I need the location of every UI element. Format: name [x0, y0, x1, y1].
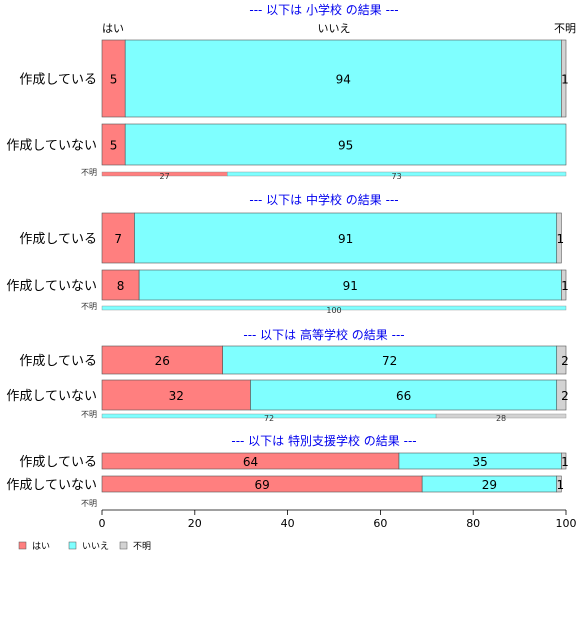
x-tick-label: 60	[373, 517, 387, 530]
row-label: 作成している	[19, 73, 97, 88]
row-label-unknown: 不明	[81, 168, 97, 177]
data-label-yes: 64	[243, 455, 258, 469]
data-label-no: 35	[473, 455, 488, 469]
legend-label-yes: はい	[32, 541, 50, 552]
x-tick-label: 80	[466, 517, 480, 530]
row-label-unknown: 不明	[81, 410, 97, 419]
x-tick-label: 40	[281, 517, 295, 530]
header-label-no: いいえ	[318, 22, 351, 35]
data-label-no: 29	[482, 478, 497, 492]
bar-segment-yes	[101, 379, 251, 411]
row-label: 作成していない	[6, 389, 97, 404]
unknown-data-label-no: 72	[264, 414, 274, 423]
row-label: 作成している	[19, 354, 97, 369]
bar-segment-unknown	[556, 212, 562, 264]
row-label: 作成していない	[6, 478, 97, 493]
panel-title: --- 以下は 中学校 の結果 ---	[249, 192, 398, 207]
data-label-yes: 5	[110, 73, 118, 87]
unknown-data-label-unknown: 28	[496, 414, 506, 423]
bar-segment-no	[124, 39, 562, 118]
legend-swatch-unknown	[119, 541, 128, 550]
data-label-no: 66	[396, 389, 411, 403]
data-label-unknown: 2	[561, 389, 569, 403]
legend-swatch-no	[68, 541, 77, 550]
bar-segment-unknown	[561, 452, 567, 470]
row-label: 作成していない	[6, 139, 97, 154]
data-label-unknown: 1	[561, 455, 569, 469]
data-label-no: 95	[338, 139, 353, 153]
data-label-yes: 69	[254, 478, 269, 492]
row-label-unknown: 不明	[81, 302, 97, 311]
row-label: 作成していない	[6, 279, 97, 294]
bar-segment-unknown	[561, 269, 567, 301]
data-label-no: 94	[336, 73, 351, 87]
bar-segment-unknown	[556, 475, 562, 493]
data-label-no: 91	[343, 279, 358, 293]
unknown-bar-segment-no	[227, 171, 567, 177]
data-label-yes: 7	[114, 232, 122, 246]
data-label-yes: 5	[110, 139, 118, 153]
unknown-data-label-no: 100	[326, 306, 341, 315]
row-label: 作成している	[19, 455, 97, 470]
panel-title: --- 以下は 特別支援学校 の結果 ---	[231, 433, 416, 448]
row-label: 作成している	[19, 232, 97, 247]
bar-segment-unknown	[561, 39, 567, 118]
bar-segment-yes	[101, 345, 223, 375]
unknown-bar-segment-unknown	[435, 413, 567, 419]
header-label-unknown: 不明	[554, 22, 576, 35]
data-label-unknown: 1	[561, 279, 569, 293]
unknown-data-label-no: 73	[392, 172, 402, 181]
bar-segment-no	[124, 123, 567, 166]
panel-title: --- 以下は 高等学校 の結果 ---	[243, 327, 404, 342]
legend-label-no: いいえ	[82, 541, 109, 552]
data-label-yes: 8	[117, 279, 125, 293]
bar-segment-unknown	[556, 345, 567, 375]
data-label-no: 72	[382, 354, 397, 368]
legend-label-unknown: 不明	[133, 541, 151, 552]
header-label-yes: はい	[102, 22, 124, 35]
data-label-unknown: 2	[561, 354, 569, 368]
bar-segment-no	[222, 345, 558, 375]
x-tick-label: 100	[556, 517, 577, 530]
unknown-data-label-yes: 27	[160, 172, 170, 181]
data-label-yes: 26	[155, 354, 170, 368]
bar-segment-unknown	[556, 379, 567, 411]
row-label-unknown: 不明	[81, 499, 97, 508]
data-label-no: 91	[338, 232, 353, 246]
data-label-unknown: 1	[557, 232, 565, 246]
x-tick-label: 20	[188, 517, 202, 530]
data-label-yes: 32	[169, 389, 184, 403]
unknown-bar-segment-no	[101, 305, 567, 311]
panel-title: --- 以下は 小学校 の結果 ---	[249, 2, 398, 17]
x-tick-label: 0	[99, 517, 106, 530]
legend-swatch-yes	[18, 541, 27, 550]
data-label-unknown: 1	[561, 73, 569, 87]
bar-segment-no	[134, 212, 558, 264]
data-label-unknown: 1	[557, 478, 565, 492]
